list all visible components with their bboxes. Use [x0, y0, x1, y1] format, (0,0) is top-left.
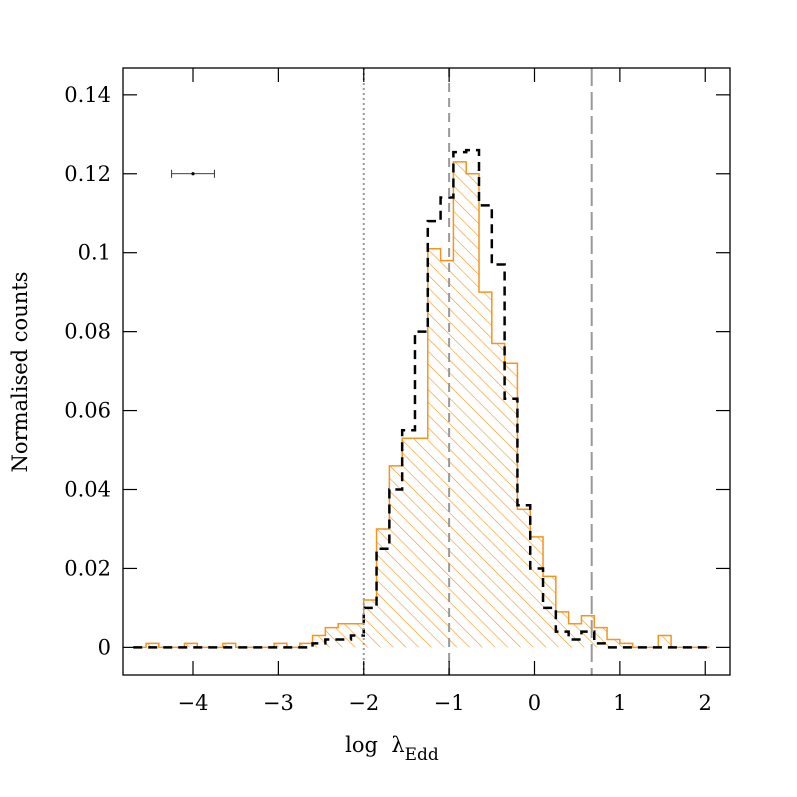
error-bar-point	[191, 172, 195, 176]
histogram-bar	[299, 643, 313, 648]
histogram-bar	[146, 643, 159, 648]
histogram-bar	[376, 528, 390, 648]
histogram-bar	[504, 363, 518, 648]
histogram-bar	[658, 635, 672, 648]
histogram-bar	[440, 260, 454, 648]
histogram-bar	[479, 292, 492, 648]
histogram-bar	[338, 623, 351, 648]
x-tick-label: −4	[178, 691, 209, 715]
histogram-bar	[568, 623, 582, 648]
histogram-bar	[466, 173, 480, 648]
y-tick-label: 0.14	[64, 83, 111, 107]
y-tick-label: 0.08	[64, 320, 111, 344]
x-tick-label: −1	[434, 691, 465, 715]
histogram-bar	[222, 643, 236, 648]
histogram-bar	[555, 611, 569, 648]
histogram-bar	[389, 465, 403, 648]
y-tick-label: 0.04	[64, 478, 111, 502]
y-tick-label: 0.12	[64, 162, 111, 186]
histogram-bar	[363, 600, 377, 648]
histogram-bar	[619, 643, 633, 648]
histogram-bar	[517, 509, 531, 648]
histogram-bar	[530, 536, 544, 648]
x-axis-label-main: log λ	[345, 733, 404, 757]
y-tick-label: 0.1	[78, 241, 111, 265]
histogram-bar	[607, 639, 620, 648]
histogram-bar	[184, 643, 198, 648]
histogram-bar	[453, 161, 467, 648]
y-tick-label: 0.06	[64, 399, 111, 423]
y-tick-label: 0	[98, 635, 111, 659]
histogram-bar	[325, 627, 339, 648]
y-tick-label: 0.02	[64, 556, 111, 580]
x-axis-label: log λEdd	[345, 733, 439, 765]
plot-area	[133, 68, 710, 675]
histogram-bar	[414, 438, 428, 648]
histogram-bar	[491, 343, 505, 648]
histogram-bar	[427, 248, 441, 648]
x-tick-label: −2	[348, 691, 379, 715]
x-tick-label: 2	[699, 691, 712, 715]
histogram-bar	[402, 438, 415, 648]
x-axis-label-sub: Edd	[405, 745, 439, 765]
plot-frame	[122, 67, 731, 676]
x-tick-label: −3	[263, 691, 294, 715]
y-axis-label: Normalised counts	[8, 272, 32, 473]
histogram-bar	[543, 576, 556, 648]
x-tick-label: 1	[613, 691, 626, 715]
histogram-bar	[350, 623, 364, 648]
histogram-outline	[133, 148, 710, 649]
x-tick-label: 0	[528, 691, 541, 715]
histogram-bar	[312, 635, 326, 648]
histogram-bar	[274, 643, 287, 648]
